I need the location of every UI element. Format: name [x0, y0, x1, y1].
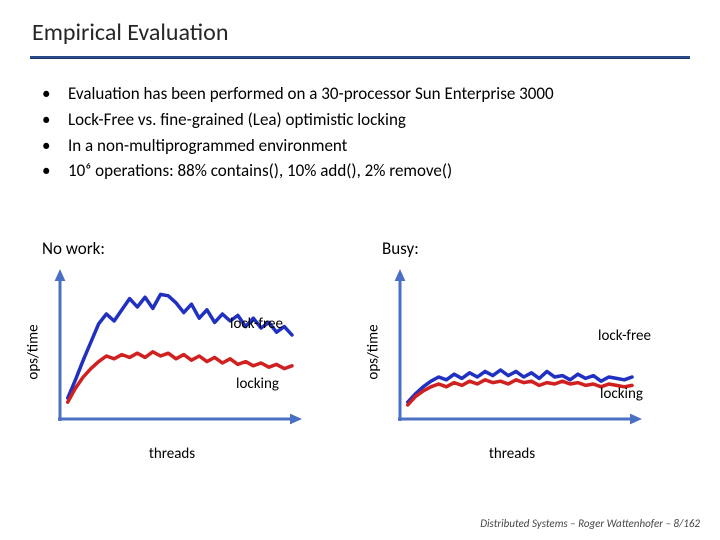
title-underline — [30, 56, 690, 59]
series-label-lock-free: lock-free — [598, 327, 651, 345]
chart-left: No work: ops/time threads lock-freelocki… — [42, 238, 342, 437]
bullet-item: Evaluation has been performed on a 30-pr… — [42, 82, 682, 106]
bullet-item: In a non-multiprogrammed environment — [42, 134, 682, 158]
chart-area: ops/time threads lock-freelocking — [382, 267, 642, 437]
x-axis-label: threads — [489, 445, 535, 463]
footer-text: Distributed Systems – Roger Wattenhofer … — [480, 517, 700, 530]
chart-area: ops/time threads lock-freelocking — [42, 267, 302, 437]
chart-title: No work: — [42, 238, 342, 259]
series-label-locking: locking — [600, 385, 643, 403]
series-label-lock-free: lock-free — [230, 315, 283, 333]
bullet-item: Lock-Free vs. fine-grained (Lea) optimis… — [42, 108, 682, 132]
chart-svg — [42, 267, 302, 437]
y-axis-label: ops/time — [365, 324, 383, 379]
series-line-locking — [408, 380, 632, 405]
chart-title: Busy: — [382, 238, 682, 259]
charts-row: No work: ops/time threads lock-freelocki… — [42, 238, 682, 437]
y-axis-label: ops/time — [25, 324, 43, 379]
series-label-locking: locking — [236, 375, 279, 393]
chart-svg — [382, 267, 642, 437]
x-axis-label: threads — [149, 445, 195, 463]
bullet-item: 10⁶ operations: 88% contains(), 10% add(… — [42, 159, 682, 183]
chart-right: Busy: ops/time threads lock-freelocking — [382, 238, 682, 437]
bullet-list: Evaluation has been performed on a 30-pr… — [42, 82, 682, 185]
slide-title: Empirical Evaluation — [32, 18, 228, 47]
